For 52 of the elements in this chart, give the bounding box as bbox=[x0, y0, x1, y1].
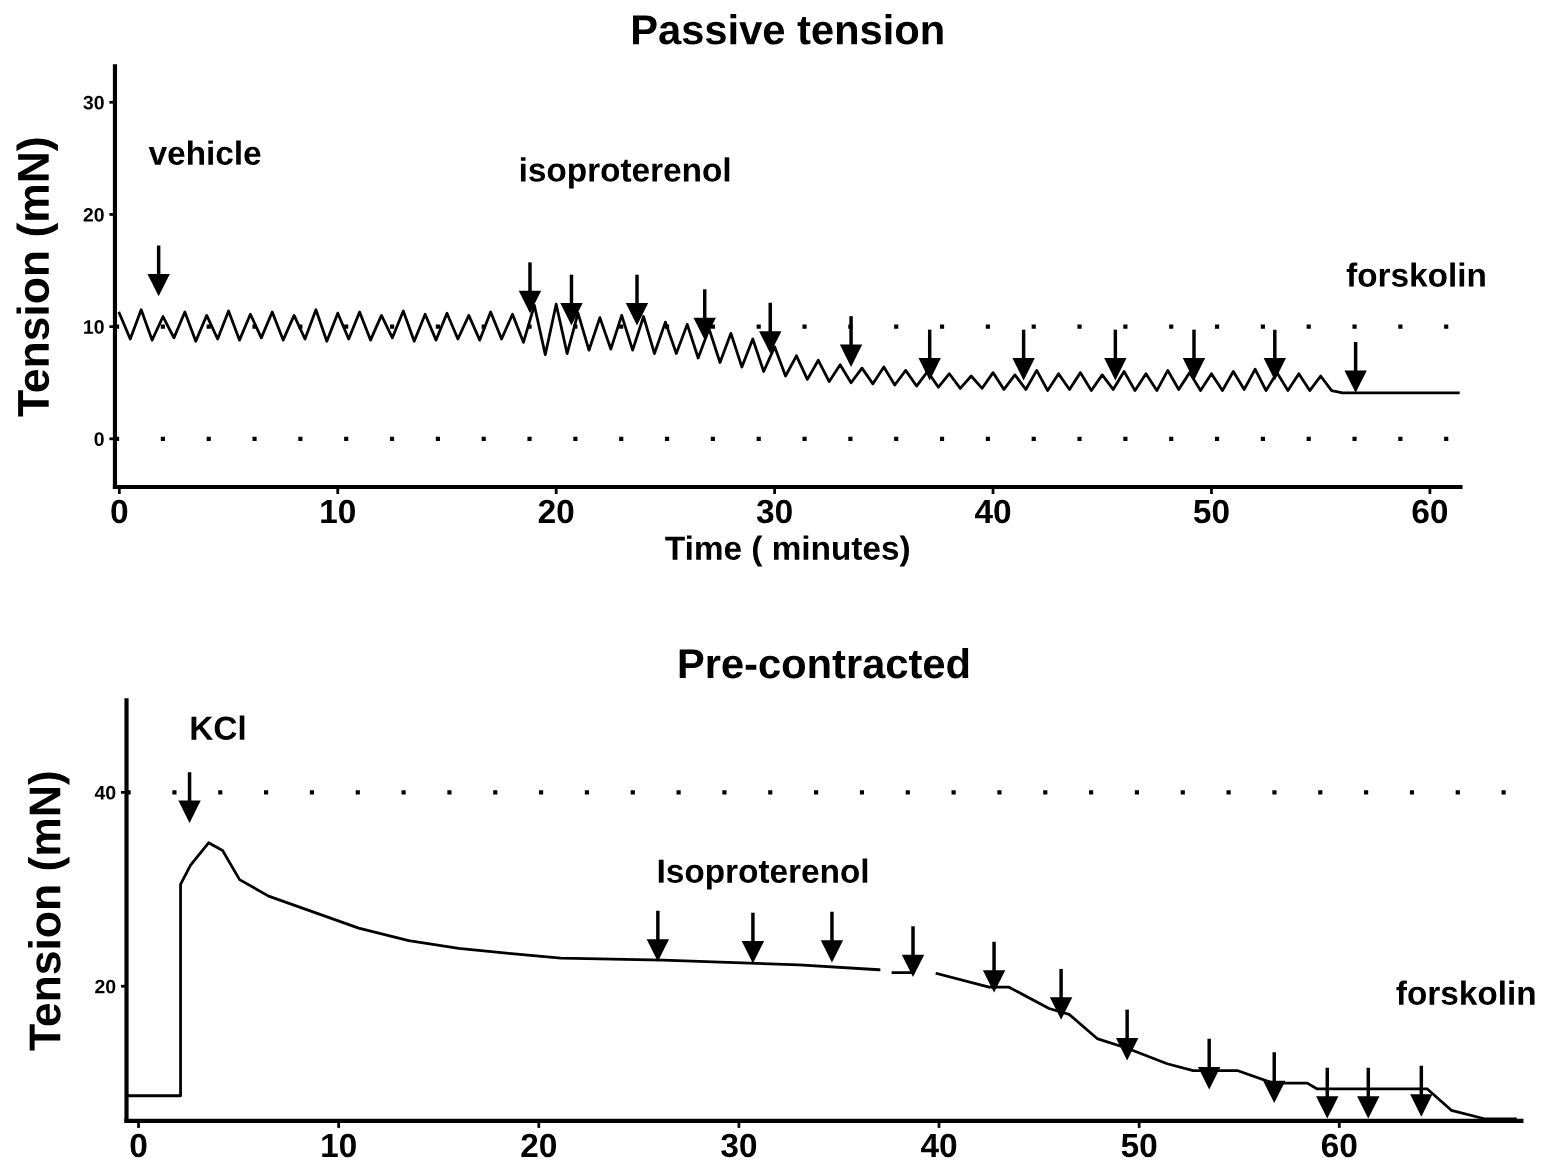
point bbox=[560, 303, 583, 326]
point bbox=[1263, 358, 1286, 381]
y-tick-label: 30 bbox=[83, 95, 104, 110]
point bbox=[518, 290, 542, 314]
point bbox=[759, 331, 782, 354]
y-tick-label: 40 bbox=[94, 785, 116, 800]
x-tick-label: 20 bbox=[521, 1133, 556, 1158]
annotation: isoproterenol bbox=[520, 157, 730, 189]
annotation: forskolin bbox=[1396, 980, 1535, 1005]
point bbox=[646, 939, 670, 962]
x-tick-label: 10 bbox=[321, 499, 355, 524]
point bbox=[918, 358, 941, 381]
point bbox=[1357, 1096, 1380, 1119]
point bbox=[1316, 1096, 1339, 1119]
point bbox=[982, 970, 1006, 993]
x-tick-label: 20 bbox=[538, 499, 574, 524]
y-axis-title: Tension (mN) bbox=[28, 772, 70, 1051]
x-tick-label: 50 bbox=[1121, 1133, 1157, 1158]
x-tick-label: 0 bbox=[130, 1133, 147, 1158]
annotation: Isoproterenol bbox=[658, 858, 868, 890]
x-tick-label: 40 bbox=[921, 1133, 957, 1158]
chart-title: Pre-contracted bbox=[679, 647, 969, 679]
x-tick-label: 50 bbox=[1193, 499, 1229, 524]
point bbox=[820, 940, 844, 963]
chart-title: Passive tension bbox=[633, 13, 943, 45]
y-axis-title: Tension (mN) bbox=[16, 138, 58, 417]
point bbox=[178, 800, 201, 823]
point bbox=[741, 941, 765, 964]
point bbox=[1410, 1094, 1433, 1117]
point bbox=[1344, 370, 1367, 393]
point bbox=[625, 303, 649, 326]
point bbox=[839, 344, 863, 367]
annotation: KCl bbox=[191, 715, 245, 740]
point bbox=[147, 273, 170, 297]
point bbox=[1104, 358, 1127, 381]
point bbox=[901, 954, 925, 978]
point bbox=[1049, 997, 1073, 1020]
y-tick-label: 20 bbox=[83, 207, 104, 222]
x-tick-label: 60 bbox=[1321, 1133, 1357, 1158]
x-tick-label: 60 bbox=[1412, 499, 1448, 524]
point bbox=[1012, 358, 1035, 381]
x-axis-title: Time ( minutes) bbox=[665, 535, 909, 567]
annotation: forskolin bbox=[1346, 262, 1485, 287]
point bbox=[1182, 358, 1206, 381]
y-tick-label: 10 bbox=[84, 320, 104, 334]
annotation: vehicle bbox=[148, 140, 261, 165]
y-tick-label: 0 bbox=[94, 432, 104, 447]
x-tick-label: 10 bbox=[322, 1133, 356, 1158]
x-tick-label: 30 bbox=[756, 499, 792, 524]
y-tick-label: 20 bbox=[95, 979, 116, 994]
x-tick-label: 40 bbox=[975, 499, 1011, 524]
x-tick-label: 30 bbox=[721, 1133, 757, 1158]
